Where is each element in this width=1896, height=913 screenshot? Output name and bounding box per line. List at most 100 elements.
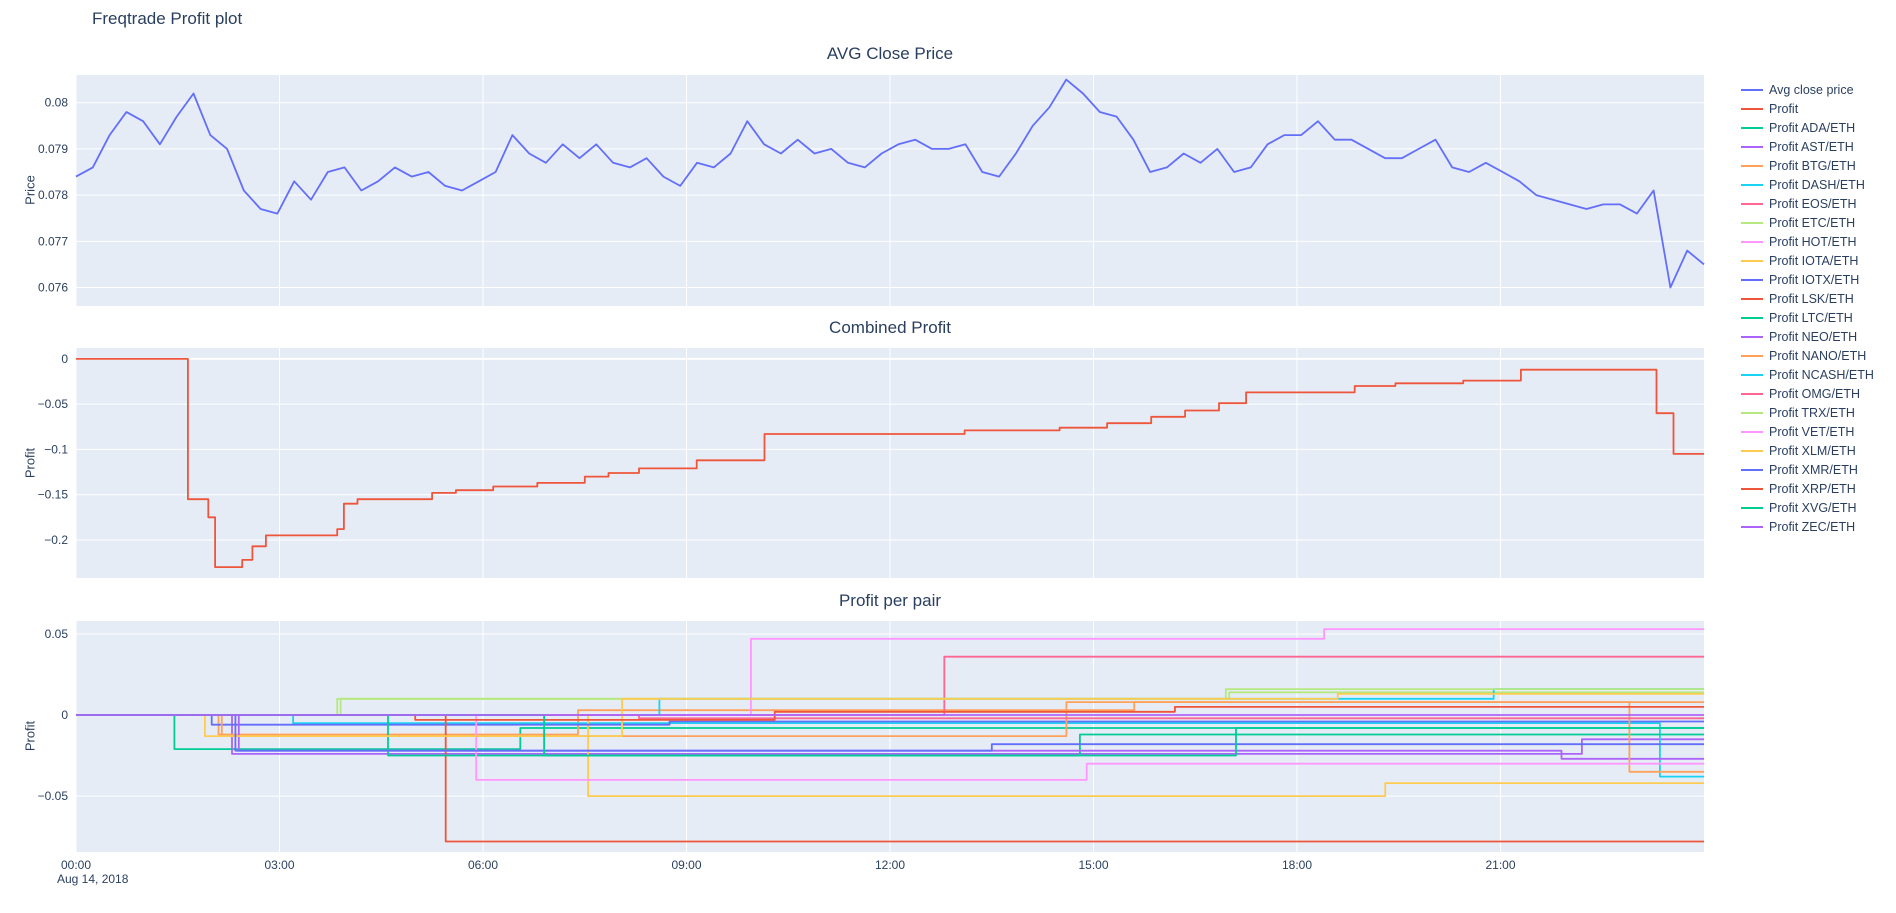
legend-item[interactable]: Profit XRP/ETH xyxy=(1741,479,1896,498)
legend-item-label: Profit LSK/ETH xyxy=(1769,291,1854,306)
legend-item[interactable]: Profit ETC/ETH xyxy=(1741,213,1896,232)
legend-item-label: Profit ADA/ETH xyxy=(1769,120,1856,135)
legend-item-label: Profit TRX/ETH xyxy=(1769,405,1855,420)
chart-title-profit-per-pair: Profit per pair xyxy=(838,591,942,610)
legend-item-label: Profit XRP/ETH xyxy=(1769,481,1856,496)
legend-line-swatch xyxy=(1741,411,1763,414)
profit-per-pair-chart[interactable]: 0.05 0 −0.05 00:00 03:00 06:00 09:00 12:00 15:00… xyxy=(0,621,1896,882)
legend-item[interactable]: Profit HOT/ETH xyxy=(1741,232,1896,251)
legend-line-swatch xyxy=(1741,373,1763,376)
legend-line-swatch xyxy=(1741,107,1763,110)
svg-text:09:00: 09:00 xyxy=(671,858,701,872)
legend-item[interactable]: Profit ADA/ETH xyxy=(1741,118,1896,137)
svg-text:−0.15: −0.15 xyxy=(38,488,69,502)
legend-item[interactable]: Profit NANO/ETH xyxy=(1741,346,1896,365)
legend-line-swatch xyxy=(1741,164,1763,167)
x-axis-date-label: Aug 14, 2018 xyxy=(57,872,129,886)
legend-item[interactable]: Profit OMG/ETH xyxy=(1741,384,1896,403)
legend-item[interactable]: Avg close price xyxy=(1741,80,1896,99)
legend-line-swatch xyxy=(1741,335,1763,338)
legend-item-label: Profit DASH/ETH xyxy=(1769,177,1865,192)
svg-text:−0.1: −0.1 xyxy=(44,442,68,456)
legend-line-swatch xyxy=(1741,487,1763,490)
legend-item[interactable]: Profit xyxy=(1741,99,1896,118)
legend-item-label: Profit HOT/ETH xyxy=(1769,234,1857,249)
legend-item-label: Profit EOS/ETH xyxy=(1769,196,1857,211)
legend-line-swatch xyxy=(1741,259,1763,262)
svg-text:00:00: 00:00 xyxy=(61,858,91,872)
legend-line-swatch xyxy=(1741,506,1763,509)
chart-title-avg-close-price: AVG Close Price xyxy=(826,44,954,63)
legend-item[interactable]: Profit NEO/ETH xyxy=(1741,327,1896,346)
svg-text:0.077: 0.077 xyxy=(38,234,68,248)
avg-close-price-chart[interactable]: 0.076 0.077 0.078 0.079 0.08 xyxy=(0,75,1896,306)
legend-item-label: Profit ZEC/ETH xyxy=(1769,519,1856,534)
legend-item[interactable]: Profit VET/ETH xyxy=(1741,422,1896,441)
legend-item-label: Profit ETC/ETH xyxy=(1769,215,1856,230)
legend-line-swatch xyxy=(1741,392,1763,395)
svg-text:0: 0 xyxy=(61,352,68,366)
legend-item-label: Profit AST/ETH xyxy=(1769,139,1854,154)
svg-text:0: 0 xyxy=(61,708,68,722)
legend-line-swatch xyxy=(1741,278,1763,281)
legend-item[interactable]: Profit AST/ETH xyxy=(1741,137,1896,156)
legend-item-label: Profit LTC/ETH xyxy=(1769,310,1853,325)
legend-line-swatch xyxy=(1741,145,1763,148)
legend-item[interactable]: Profit XMR/ETH xyxy=(1741,460,1896,479)
legend-item[interactable]: Profit EOS/ETH xyxy=(1741,194,1896,213)
legend-line-swatch xyxy=(1741,183,1763,186)
legend-line-swatch xyxy=(1741,88,1763,91)
legend-item[interactable]: Profit LSK/ETH xyxy=(1741,289,1896,308)
svg-text:−0.2: −0.2 xyxy=(44,533,68,547)
legend-item[interactable]: Profit XLM/ETH xyxy=(1741,441,1896,460)
legend-item-label: Profit XLM/ETH xyxy=(1769,443,1856,458)
svg-text:0.08: 0.08 xyxy=(45,96,69,110)
legend-item[interactable]: Profit LTC/ETH xyxy=(1741,308,1896,327)
legend-line-swatch xyxy=(1741,449,1763,452)
legend-item[interactable]: Profit NCASH/ETH xyxy=(1741,365,1896,384)
legend-item-label: Profit xyxy=(1769,101,1799,116)
svg-text:15:00: 15:00 xyxy=(1078,858,1108,872)
legend-line-swatch xyxy=(1741,297,1763,300)
legend-item[interactable]: Profit DASH/ETH xyxy=(1741,175,1896,194)
legend-item-label: Profit NANO/ETH xyxy=(1769,348,1867,363)
svg-text:12:00: 12:00 xyxy=(875,858,905,872)
combined-profit-chart[interactable]: 0 −0.05 −0.1 −0.15 −0.2 xyxy=(0,348,1896,578)
legend-item[interactable]: Profit ZEC/ETH xyxy=(1741,517,1896,536)
legend-line-swatch xyxy=(1741,525,1763,528)
svg-text:0.078: 0.078 xyxy=(38,188,68,202)
svg-text:06:00: 06:00 xyxy=(468,858,498,872)
legend-line-swatch xyxy=(1741,430,1763,433)
legend-item-label: Profit VET/ETH xyxy=(1769,424,1855,439)
legend-item-label: Profit IOTX/ETH xyxy=(1769,272,1860,287)
legend-line-swatch xyxy=(1741,202,1763,205)
svg-text:21:00: 21:00 xyxy=(1485,858,1515,872)
svg-text:0.076: 0.076 xyxy=(38,281,68,295)
legend-item-label: Profit NCASH/ETH xyxy=(1769,367,1874,382)
svg-text:03:00: 03:00 xyxy=(264,858,294,872)
svg-text:18:00: 18:00 xyxy=(1282,858,1312,872)
svg-text:−0.05: −0.05 xyxy=(38,397,69,411)
legend-item-label: Profit XMR/ETH xyxy=(1769,462,1858,477)
legend-item-label: Profit OMG/ETH xyxy=(1769,386,1860,401)
legend-item-label: Profit BTG/ETH xyxy=(1769,158,1856,173)
legend-item[interactable]: Profit XVG/ETH xyxy=(1741,498,1896,517)
legend-line-swatch xyxy=(1741,468,1763,471)
legend-item-label: Profit IOTA/ETH xyxy=(1769,253,1859,268)
legend-line-swatch xyxy=(1741,126,1763,129)
chart-title-combined-profit: Combined Profit xyxy=(829,318,951,337)
legend-item[interactable]: Profit BTG/ETH xyxy=(1741,156,1896,175)
legend-line-swatch xyxy=(1741,240,1763,243)
legend-item[interactable]: Profit IOTA/ETH xyxy=(1741,251,1896,270)
legend-line-swatch xyxy=(1741,354,1763,357)
page-title: Freqtrade Profit plot xyxy=(92,9,243,28)
svg-text:−0.05: −0.05 xyxy=(38,789,69,803)
svg-text:0.05: 0.05 xyxy=(45,627,69,641)
legend-item[interactable]: Profit TRX/ETH xyxy=(1741,403,1896,422)
legend-line-swatch xyxy=(1741,221,1763,224)
legend-item[interactable]: Profit IOTX/ETH xyxy=(1741,270,1896,289)
legend-item-label: Profit NEO/ETH xyxy=(1769,329,1858,344)
legend: Avg close price Profit Profit ADA/ETH Profi… xyxy=(1741,80,1896,536)
legend-item-label: Avg close price xyxy=(1769,82,1854,97)
legend-line-swatch xyxy=(1741,316,1763,319)
